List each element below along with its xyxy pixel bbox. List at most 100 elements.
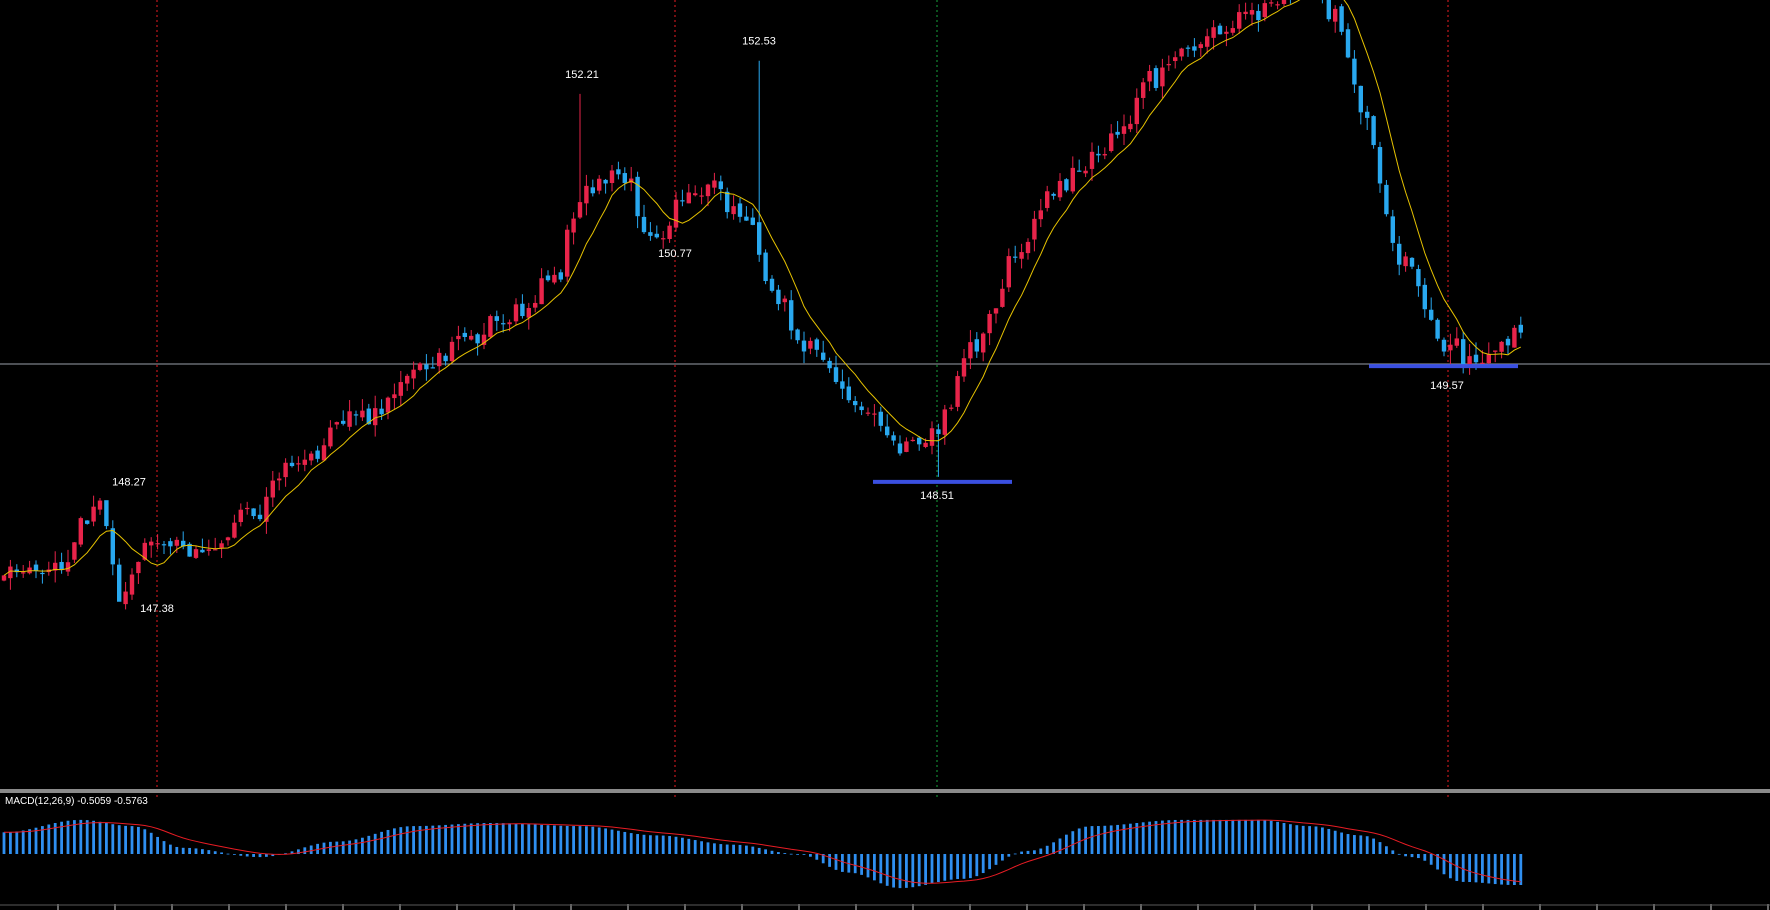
candle-body [1000,288,1005,307]
candle-body [117,564,122,602]
candle-body [923,442,928,447]
macd-bar [1122,824,1126,854]
candle-body [1397,243,1402,265]
candle-body [693,193,698,196]
macd-bar [1033,850,1036,854]
candle-body [72,542,77,560]
candle-body [1102,154,1107,156]
candle-body [1365,111,1370,118]
macd-bar [1263,820,1267,854]
low-label: 147.38 [140,603,174,615]
macd-bar [879,854,883,884]
candle-body [1358,85,1363,113]
macd-bar [354,839,358,854]
macd-bar [1346,834,1350,854]
candle-body [654,233,659,238]
macd-bar [873,854,876,881]
macd-bar [956,854,959,880]
macd-bar [1154,821,1158,854]
macd-bar [527,824,531,854]
candle-body [174,539,179,546]
macd-bar [809,854,812,857]
macd-bar [188,847,191,854]
candle-body [609,170,615,184]
candle-body [488,316,493,337]
macd-bar [425,825,428,854]
macd-bar [1052,842,1055,854]
macd-bar [175,846,179,854]
candle-body [33,564,39,571]
macd-bar [143,829,147,854]
macd-bar [386,829,390,854]
candle-body [942,409,947,435]
macd-bar [361,837,364,854]
candle-body [1198,44,1203,49]
macd-bar [181,847,185,854]
candle-body [264,496,269,522]
candle-body [1262,3,1267,18]
macd-bar [92,820,95,854]
macd-bar [73,820,76,854]
candle-body [1153,68,1159,88]
macd-bar [604,828,607,854]
candle-body [398,382,403,396]
candle-body [731,206,736,215]
macd-bar [578,826,582,854]
macd-bar [85,820,89,854]
macd-bar [1109,825,1113,854]
macd-bar [1385,846,1388,854]
candle-body [8,566,13,579]
candle-body [1493,350,1498,352]
candle-body [1352,58,1357,85]
candle-body [1224,31,1229,34]
candle-body [1205,36,1210,47]
macd-bar [585,826,588,854]
macd-bar [738,844,742,854]
candle-body [1121,126,1127,134]
macd-bar [329,841,332,854]
candle-body [769,278,775,291]
macd-bar [1417,854,1420,859]
macd-bar [796,854,799,855]
candle-body [187,543,192,557]
macd-bar [674,836,678,854]
candle-body [91,506,96,522]
macd-bar [303,847,307,854]
macd-bar [834,854,838,870]
macd-bar [1506,854,1510,885]
macd-bar [149,832,153,854]
candle-body [1256,10,1261,21]
high-label: 152.21 [565,69,599,81]
candle-body [1173,57,1178,62]
candle-body [1032,218,1037,240]
candle-body [1064,179,1069,191]
candle-body [1083,170,1088,174]
candle-body [283,462,288,478]
low-label: 150.77 [658,248,692,260]
macd-bar [540,824,543,854]
macd-bar [53,823,57,854]
macd-bar [1333,830,1337,854]
candle-body [289,462,295,467]
macd-bar [1205,819,1209,854]
macd-bar [1116,824,1119,854]
candle-body [853,401,858,406]
macd-bar [1065,834,1068,854]
macd-bar [905,854,908,888]
candle-body [1518,324,1523,333]
macd-bar [1301,825,1305,854]
candle-body [808,340,813,349]
candle-body [878,411,883,426]
candle-body [1006,256,1011,288]
macd-bar [802,854,806,855]
candle-body [872,413,877,415]
candle-body [1230,28,1235,33]
macd-bar [866,854,870,878]
candle-body [936,429,941,435]
candle-body [1454,338,1459,346]
macd-bar [1314,826,1318,854]
macd-bar [1429,854,1433,865]
candle-body [763,252,768,282]
macd-indicator-label: MACD(12,26,9) -0.5059 -0.5763 [5,796,148,807]
macd-bar [1186,819,1190,854]
